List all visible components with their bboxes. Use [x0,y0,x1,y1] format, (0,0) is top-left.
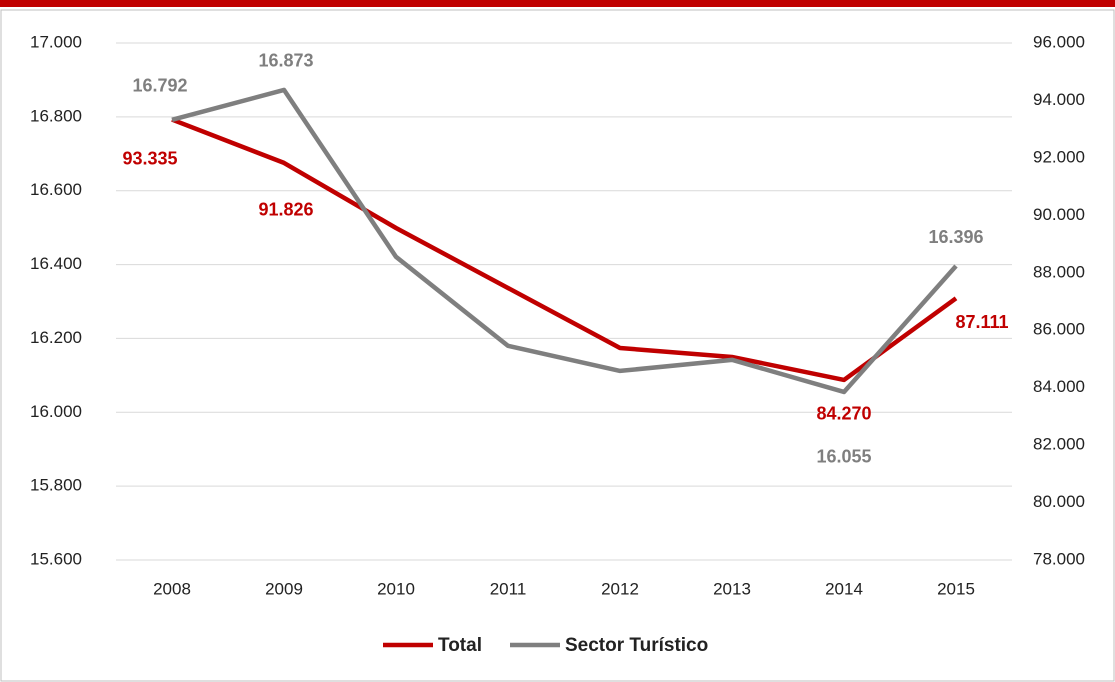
data-label: 16.396 [928,227,983,247]
y2-tick-label: 84.000 [1033,377,1085,396]
y2-tick-label: 92.000 [1033,147,1085,166]
chart-frame [0,9,1115,682]
series-line [171,87,958,395]
y2-tick-label: 94.000 [1033,90,1085,109]
y-tick-label: 16.800 [30,106,82,125]
y2-tick-label: 96.000 [1033,32,1085,51]
y2-tick-label: 82.000 [1033,435,1085,454]
y-tick-label: 16.600 [30,180,82,199]
x-tick-label: 2011 [490,579,527,598]
y-tick-label: 15.600 [30,549,82,568]
data-label: 87.111 [955,312,1008,332]
top-bar [0,0,1115,7]
y-tick-label: 16.400 [30,254,82,273]
x-tick-label: 2015 [937,579,975,598]
x-tick-label: 2013 [713,579,751,598]
data-label: 93.335 [122,148,177,168]
data-label: 91.826 [258,200,313,220]
y2-tick-label: 86.000 [1033,320,1085,339]
y2-tick-label: 88.000 [1033,262,1085,281]
y2-tick-label: 78.000 [1033,549,1085,568]
x-tick-label: 2010 [377,579,415,598]
y-tick-label: 16.200 [30,328,82,347]
legend-label: Sector Turístico [565,635,708,656]
y2-tick-label: 80.000 [1033,492,1085,511]
data-label: 16.792 [132,76,187,96]
series-line [171,117,958,383]
y-tick-label: 16.000 [30,402,82,421]
data-label: 16.873 [258,51,313,71]
x-tick-label: 2008 [153,579,191,598]
legend-label: Total [438,635,482,656]
x-tick-label: 2012 [601,579,639,598]
y-tick-label: 15.800 [30,476,82,495]
x-tick-label: 2009 [265,579,303,598]
y2-tick-label: 90.000 [1033,205,1085,224]
data-label: 84.270 [816,404,871,424]
x-tick-label: 2014 [825,579,863,598]
y-tick-label: 17.000 [30,32,82,51]
data-label: 16.055 [816,447,871,467]
